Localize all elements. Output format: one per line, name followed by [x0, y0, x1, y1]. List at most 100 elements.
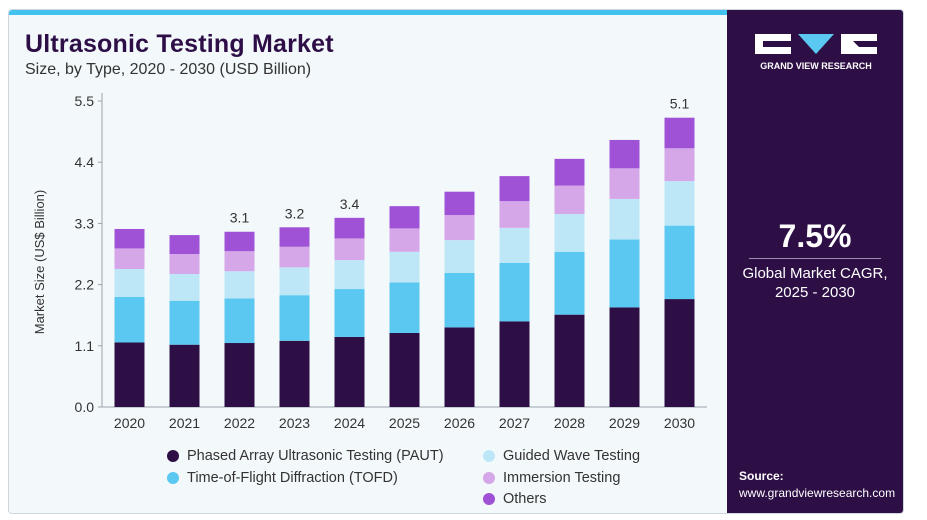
bar-segment: [279, 295, 310, 341]
bar-segment: [499, 321, 530, 407]
bar-segment: [114, 228, 145, 249]
x-tick-label: 2024: [334, 415, 365, 431]
bar-segment: [224, 343, 255, 407]
legend-label: Phased Array Ultrasonic Testing (PAUT): [187, 448, 444, 464]
bar-segment: [334, 217, 365, 239]
bar-segment: [444, 191, 475, 216]
bar-segment: [554, 314, 585, 407]
bar-segment: [554, 185, 585, 214]
bar-segment: [444, 327, 475, 407]
y-axis-label: Market Size (US$ Billion): [32, 190, 47, 335]
stacked-bar-chart: 0.0 1.1 2.2 3.3 4.4 5.5 Market Size (US$ Billi…: [32, 93, 707, 431]
chart-panel: Ultrasonic Testing Market Size, by Type,…: [9, 10, 727, 513]
data-label: 3.1: [230, 210, 250, 226]
legend-item: Others: [483, 491, 547, 507]
x-tick-label: 2025: [389, 415, 420, 431]
bar-segment: [224, 298, 255, 344]
x-tick-label: 2027: [499, 415, 530, 431]
legend-item: Time-of-Flight Diffraction (TOFD): [167, 470, 398, 486]
bar-segment: [664, 117, 695, 149]
bar-segment: [389, 282, 420, 334]
bar-segment: [334, 238, 365, 261]
bar-segment: [389, 333, 420, 407]
bar-segment: [169, 235, 200, 254]
bar-segment: [334, 336, 365, 407]
bar-segment: [609, 168, 640, 199]
bar-segment: [279, 246, 310, 268]
legend-swatch: [167, 472, 179, 484]
bar-segment: [169, 300, 200, 345]
legend-swatch: [483, 472, 495, 484]
y-tick-label: 4.4: [75, 154, 95, 170]
bar-segment: [279, 340, 310, 407]
data-label: 3.2: [285, 205, 305, 221]
legend-label: Others: [503, 491, 547, 507]
bar-segment: [389, 251, 420, 283]
data-label: 3.4: [340, 196, 360, 212]
legend-swatch: [483, 493, 495, 505]
source-label: Source:: [739, 469, 784, 483]
bar-segment: [499, 201, 530, 228]
bar-segment: [554, 251, 585, 315]
bar-segment: [664, 299, 695, 407]
bar-segment: [444, 272, 475, 328]
bar-segment: [169, 344, 200, 407]
legend-item: Guided Wave Testing: [483, 448, 640, 464]
report-card: Ultrasonic Testing Market Size, by Type,…: [8, 9, 904, 514]
y-tick-label: 5.5: [75, 93, 95, 109]
legend-swatch: [167, 450, 179, 462]
legend-item: Immersion Testing: [483, 470, 620, 486]
x-tick-label: 2023: [279, 415, 310, 431]
bar-segment: [554, 158, 585, 186]
y-tick-label: 3.3: [75, 215, 95, 231]
bar-segment: [114, 269, 145, 297]
x-tick-label: 2030: [664, 415, 695, 431]
bar-segment: [444, 215, 475, 241]
bar-segment: [389, 206, 420, 229]
y-tick-label: 2.2: [75, 277, 95, 293]
y-tick-label: 0.0: [75, 399, 95, 415]
y-tick-label: 1.1: [75, 338, 95, 354]
bar-segment: [554, 213, 585, 252]
brand-name: GRAND VIEW RESEARCH: [760, 61, 872, 71]
x-tick-label: 2022: [224, 415, 255, 431]
legend-label: Time-of-Flight Diffraction (TOFD): [187, 470, 398, 486]
legend-label: Immersion Testing: [503, 470, 621, 486]
legend-swatch: [483, 450, 495, 462]
x-tick-label: 2026: [444, 415, 475, 431]
bar-segment: [609, 307, 640, 407]
bar-segment: [279, 227, 310, 247]
cagr-value: 7.5%: [778, 218, 852, 254]
bar-segment: [609, 239, 640, 308]
page-subtitle: Size, by Type, 2020 - 2030 (USD Billion): [25, 61, 312, 78]
legend-label: Guided Wave Testing: [503, 448, 641, 464]
cagr-label: Global Market CAGR, 2025 - 2030: [727, 264, 903, 302]
legend-item: Phased Array Ultrasonic Testing (PAUT): [167, 448, 444, 464]
bar-segment: [169, 254, 200, 275]
cagr-divider: [749, 258, 881, 259]
bar-segment: [444, 240, 475, 273]
bar-segment: [609, 139, 640, 169]
chart-legend: Phased Array Ultrasonic Testing (PAUT) Gu…: [167, 440, 687, 510]
data-label: 5.1: [670, 96, 690, 112]
bar-segment: [114, 296, 145, 343]
bar-segment: [279, 267, 310, 296]
bar-segment: [664, 148, 695, 182]
bar-segment: [499, 227, 530, 263]
cagr-label-line1: Global Market CAGR,: [742, 265, 888, 282]
bar-segment: [664, 181, 695, 226]
bar-segment: [499, 262, 530, 322]
page-title: Ultrasonic Testing Market: [25, 30, 334, 58]
bar-segment: [664, 225, 695, 300]
bar-segment: [224, 251, 255, 272]
bar-segment: [224, 231, 255, 252]
x-tick-label: 2029: [609, 415, 640, 431]
grand-view-research-logo: GRAND VIEW RESEARCH: [755, 34, 877, 71]
source-url[interactable]: www.grandviewresearch.com: [739, 486, 896, 500]
bar-segment: [224, 271, 255, 299]
bar-segment: [114, 248, 145, 270]
bar-segment: [609, 198, 640, 240]
bar-segment: [389, 228, 420, 252]
cagr-label-line2: 2025 - 2030: [774, 284, 856, 301]
bar-segment: [334, 289, 365, 337]
